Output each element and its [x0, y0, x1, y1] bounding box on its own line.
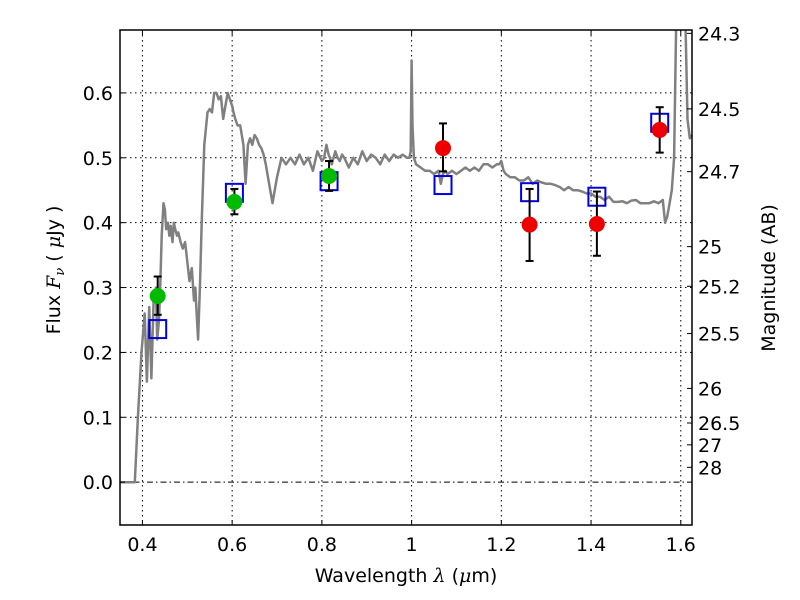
x-axis-label: Wavelength λ (μm) [315, 565, 498, 587]
right-axis-label: Magnitude (AB) [758, 204, 780, 352]
x-tick-label: 1 [406, 534, 418, 556]
observed-point-green [226, 193, 243, 210]
error-bars [153, 106, 664, 316]
y-axis-label: Flux Fν ( μJy ) [43, 206, 68, 335]
y-tick-label: 0.2 [83, 342, 113, 364]
right-tick-label: 25 [698, 237, 722, 259]
right-tick-label: 26.5 [698, 413, 740, 435]
x-tick-label: 1.2 [486, 534, 516, 556]
y-tick-label: 0.6 [83, 83, 113, 105]
x-tick-label: 1.4 [576, 534, 606, 556]
right-tick-label: 24.7 [698, 162, 740, 184]
y-tick-label: 0.3 [83, 278, 113, 300]
right-tick-label: 25.5 [698, 324, 740, 346]
right-tick-label: 26 [698, 378, 722, 400]
grid [120, 30, 692, 525]
y-axis-ticks: 0.0 0.1 0.2 0.3 0.4 0.5 0.6 [83, 83, 125, 494]
y-tick-label: 0.1 [83, 407, 113, 429]
x-tick-label: 0.6 [217, 534, 247, 556]
observed-point-red [435, 140, 452, 157]
observed-point-red [588, 215, 605, 232]
model-square-marker [433, 175, 453, 196]
y-tick-label: 0.5 [83, 148, 113, 170]
right-tick-label: 24.3 [698, 23, 740, 45]
observed-point-green [321, 167, 338, 184]
observed-point-green [149, 287, 166, 304]
spectrum-line [120, 30, 692, 484]
right-tick-label: 28 [698, 457, 722, 479]
y-tick-label: 0.4 [83, 213, 113, 235]
x-axis-ticks: 0.4 0.6 0.8 1 1.2 1.4 1.6 [127, 30, 696, 556]
observed-points [149, 121, 668, 304]
observed-point-red [521, 216, 538, 233]
x-tick-label: 0.8 [307, 534, 337, 556]
plot-frame [119, 29, 693, 526]
right-tick-label: 25.2 [698, 276, 740, 298]
x-tick-label: 0.4 [127, 534, 157, 556]
right-tick-label: 27 [698, 435, 722, 457]
right-tick-label: 24.5 [698, 99, 740, 121]
observed-point-red [651, 121, 668, 138]
model-square-marker [148, 319, 168, 340]
x-tick-label: 1.6 [666, 534, 696, 556]
y-tick-label: 0.0 [83, 472, 113, 494]
